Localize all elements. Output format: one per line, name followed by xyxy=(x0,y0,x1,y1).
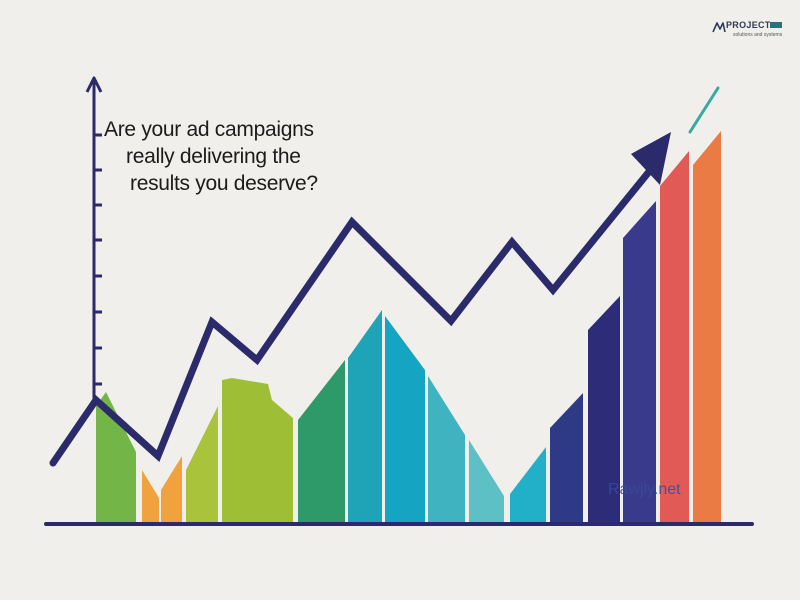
headline-line-1: Are your ad campaigns xyxy=(104,118,314,141)
bar-2 xyxy=(142,470,159,522)
bar-9 xyxy=(428,376,465,522)
bar-1 xyxy=(96,392,136,522)
logo-brand-name: PROJECT xyxy=(726,20,771,30)
logo-chip xyxy=(770,22,782,28)
bar-14 xyxy=(623,201,656,522)
bar-10 xyxy=(469,440,504,522)
bar-8 xyxy=(385,316,425,522)
headline-line-3: results you deserve? xyxy=(130,172,318,195)
bar-3 xyxy=(161,456,182,522)
bar-4 xyxy=(186,406,218,522)
brand-logo: PROJECT solutions and systems xyxy=(712,20,792,44)
accent-dash xyxy=(688,86,720,134)
watermark: Rawjly.net xyxy=(608,481,681,498)
bar-6 xyxy=(298,360,345,522)
logo-tagline: solutions and systems xyxy=(733,32,783,38)
bar-15 xyxy=(660,151,689,522)
bar-12 xyxy=(550,393,583,522)
headline: Are your ad campaigns really delivering … xyxy=(104,116,364,197)
logo-mark-icon xyxy=(712,22,726,33)
bar-11 xyxy=(510,447,546,522)
trend-arrowhead xyxy=(631,132,671,185)
bar-16 xyxy=(693,131,721,522)
colored-bars xyxy=(96,131,721,522)
trend-line xyxy=(49,164,656,467)
bar-13 xyxy=(588,296,620,522)
bar-5 xyxy=(222,378,293,522)
axis-ticks xyxy=(94,133,102,386)
headline-line-2: really delivering the xyxy=(126,145,301,168)
bar-7 xyxy=(348,310,382,522)
vertical-axis-arrowhead xyxy=(85,76,103,93)
